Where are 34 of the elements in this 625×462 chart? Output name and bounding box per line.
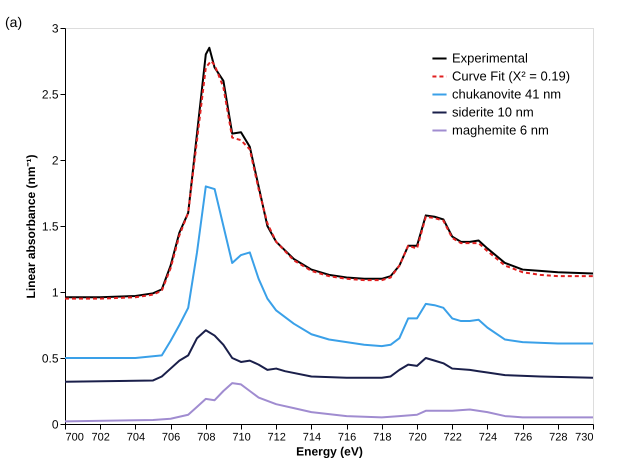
line-series <box>65 382 593 422</box>
x-tick-label: 706 <box>162 432 180 444</box>
x-tick-label: 700 <box>66 432 84 444</box>
y-tick-label: 1 <box>52 286 59 300</box>
y-tick-label: 2.5 <box>42 88 59 102</box>
x-tick-label: 724 <box>478 432 498 444</box>
y-axis-title: Linear absorbance (nm⁻¹) <box>24 154 38 299</box>
y-tick-label: 0 <box>52 418 59 432</box>
y-tick-label: 3 <box>52 22 59 36</box>
x-tick-label: 710 <box>232 432 251 444</box>
x-tick-label: 702 <box>92 432 110 444</box>
x-axis-title: Energy (eV) <box>296 444 363 458</box>
x-tick-label: 720 <box>408 432 427 444</box>
line-series <box>65 329 593 383</box>
y-tick-label: 2 <box>52 154 59 168</box>
x-tick-label: 712 <box>268 432 286 444</box>
legend-label: Curve Fit (X² = 0.19) <box>452 68 570 84</box>
x-tick-label: 730 <box>575 432 594 444</box>
x-tick-label: 722 <box>444 432 462 444</box>
y-tick-label: 0.5 <box>42 352 59 366</box>
x-tick-label: 716 <box>338 432 356 444</box>
legend-label: siderite 10 nm <box>452 104 534 120</box>
x-tick-label: 708 <box>197 432 216 444</box>
legend-label: chukanovite 41 nm <box>452 86 562 102</box>
x-tick-label: 726 <box>514 432 532 444</box>
line-series <box>65 185 593 359</box>
y-tick-label: 1.5 <box>42 220 59 234</box>
legend-label: maghemite 6 nm <box>452 122 549 138</box>
text: (a) <box>5 14 22 30</box>
x-tick-label: 728 <box>549 432 568 444</box>
x-tick-label: 714 <box>302 432 322 444</box>
x-tick-label: 704 <box>126 432 146 444</box>
legend-label: Experimental <box>452 50 528 66</box>
x-tick-label: 718 <box>373 432 392 444</box>
